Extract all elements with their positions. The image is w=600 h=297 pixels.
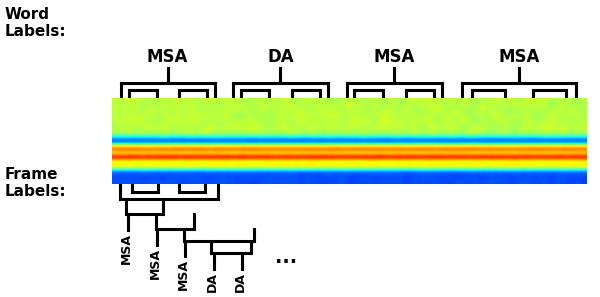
Text: Word
Labels:: Word Labels:: [4, 7, 66, 40]
Text: ...: ...: [275, 248, 298, 267]
Text: DA: DA: [206, 272, 218, 292]
Text: MSA: MSA: [147, 48, 188, 66]
Text: MSA: MSA: [149, 248, 161, 279]
Text: MSA: MSA: [499, 48, 539, 66]
Text: DA: DA: [267, 48, 294, 66]
Text: MSA: MSA: [120, 233, 133, 264]
Text: Frame
Labels:: Frame Labels:: [4, 167, 66, 199]
Text: MSA: MSA: [374, 48, 415, 66]
Text: DA: DA: [234, 272, 247, 292]
Text: MSA: MSA: [177, 259, 190, 290]
